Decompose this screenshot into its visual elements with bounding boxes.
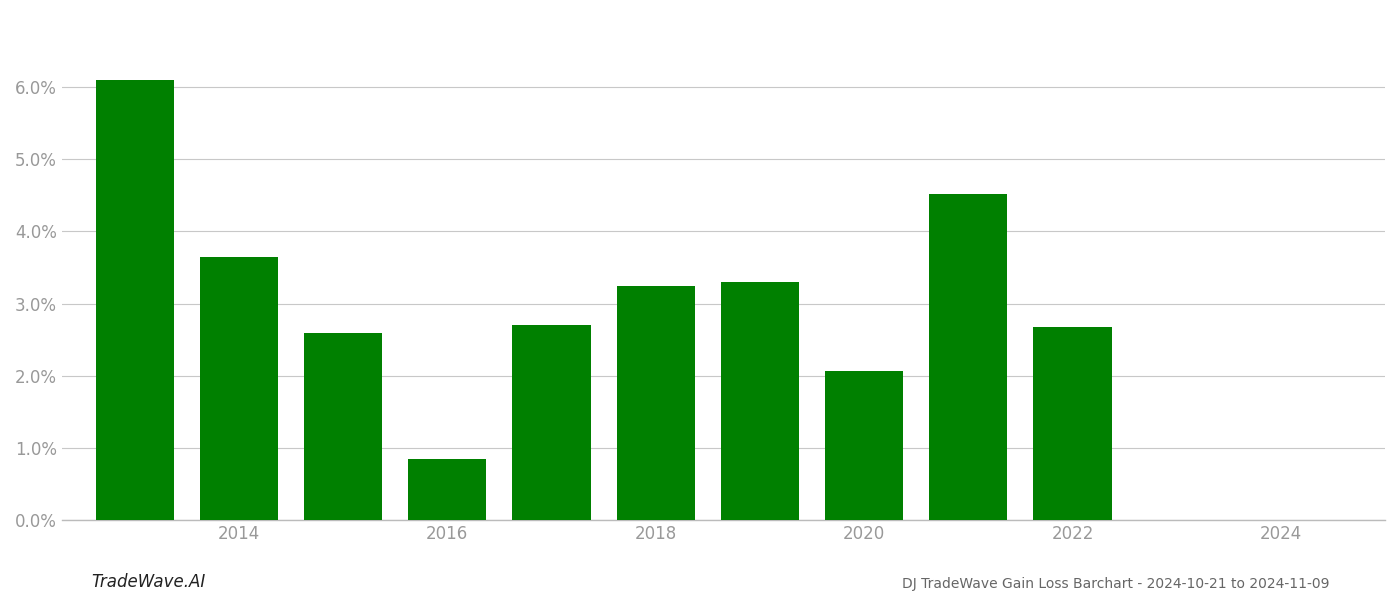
Bar bbox=[200, 257, 279, 520]
Bar bbox=[721, 282, 799, 520]
Text: DJ TradeWave Gain Loss Barchart - 2024-10-21 to 2024-11-09: DJ TradeWave Gain Loss Barchart - 2024-1… bbox=[903, 577, 1330, 591]
Bar bbox=[304, 332, 382, 520]
Bar bbox=[409, 459, 486, 520]
Bar bbox=[95, 80, 174, 520]
Bar bbox=[930, 194, 1008, 520]
Text: TradeWave.AI: TradeWave.AI bbox=[91, 573, 206, 591]
Bar bbox=[1033, 328, 1112, 520]
Bar bbox=[825, 371, 903, 520]
Bar bbox=[616, 286, 694, 520]
Bar bbox=[512, 325, 591, 520]
